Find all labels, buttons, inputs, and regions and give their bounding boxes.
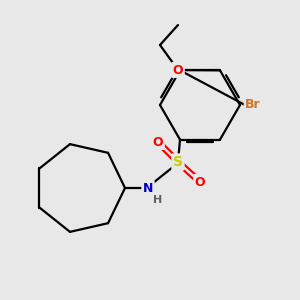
Text: N: N <box>143 182 153 194</box>
Text: O: O <box>195 176 205 188</box>
Text: H: H <box>153 195 163 205</box>
Text: S: S <box>173 155 183 169</box>
Text: O: O <box>153 136 163 148</box>
Text: O: O <box>173 64 183 76</box>
Text: Br: Br <box>245 98 261 112</box>
